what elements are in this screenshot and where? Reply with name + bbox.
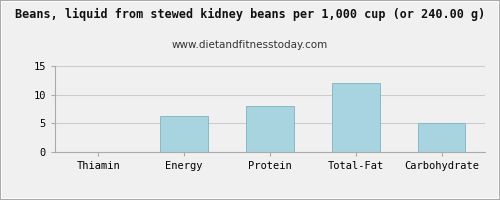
Text: Beans, liquid from stewed kidney beans per 1,000 cup (or 240.00 g): Beans, liquid from stewed kidney beans p… [15, 8, 485, 21]
Text: www.dietandfitnesstoday.com: www.dietandfitnesstoday.com [172, 40, 328, 50]
Bar [246, 106, 294, 152]
Bar [160, 116, 208, 152]
Bar [332, 83, 380, 152]
Bar [418, 123, 466, 152]
